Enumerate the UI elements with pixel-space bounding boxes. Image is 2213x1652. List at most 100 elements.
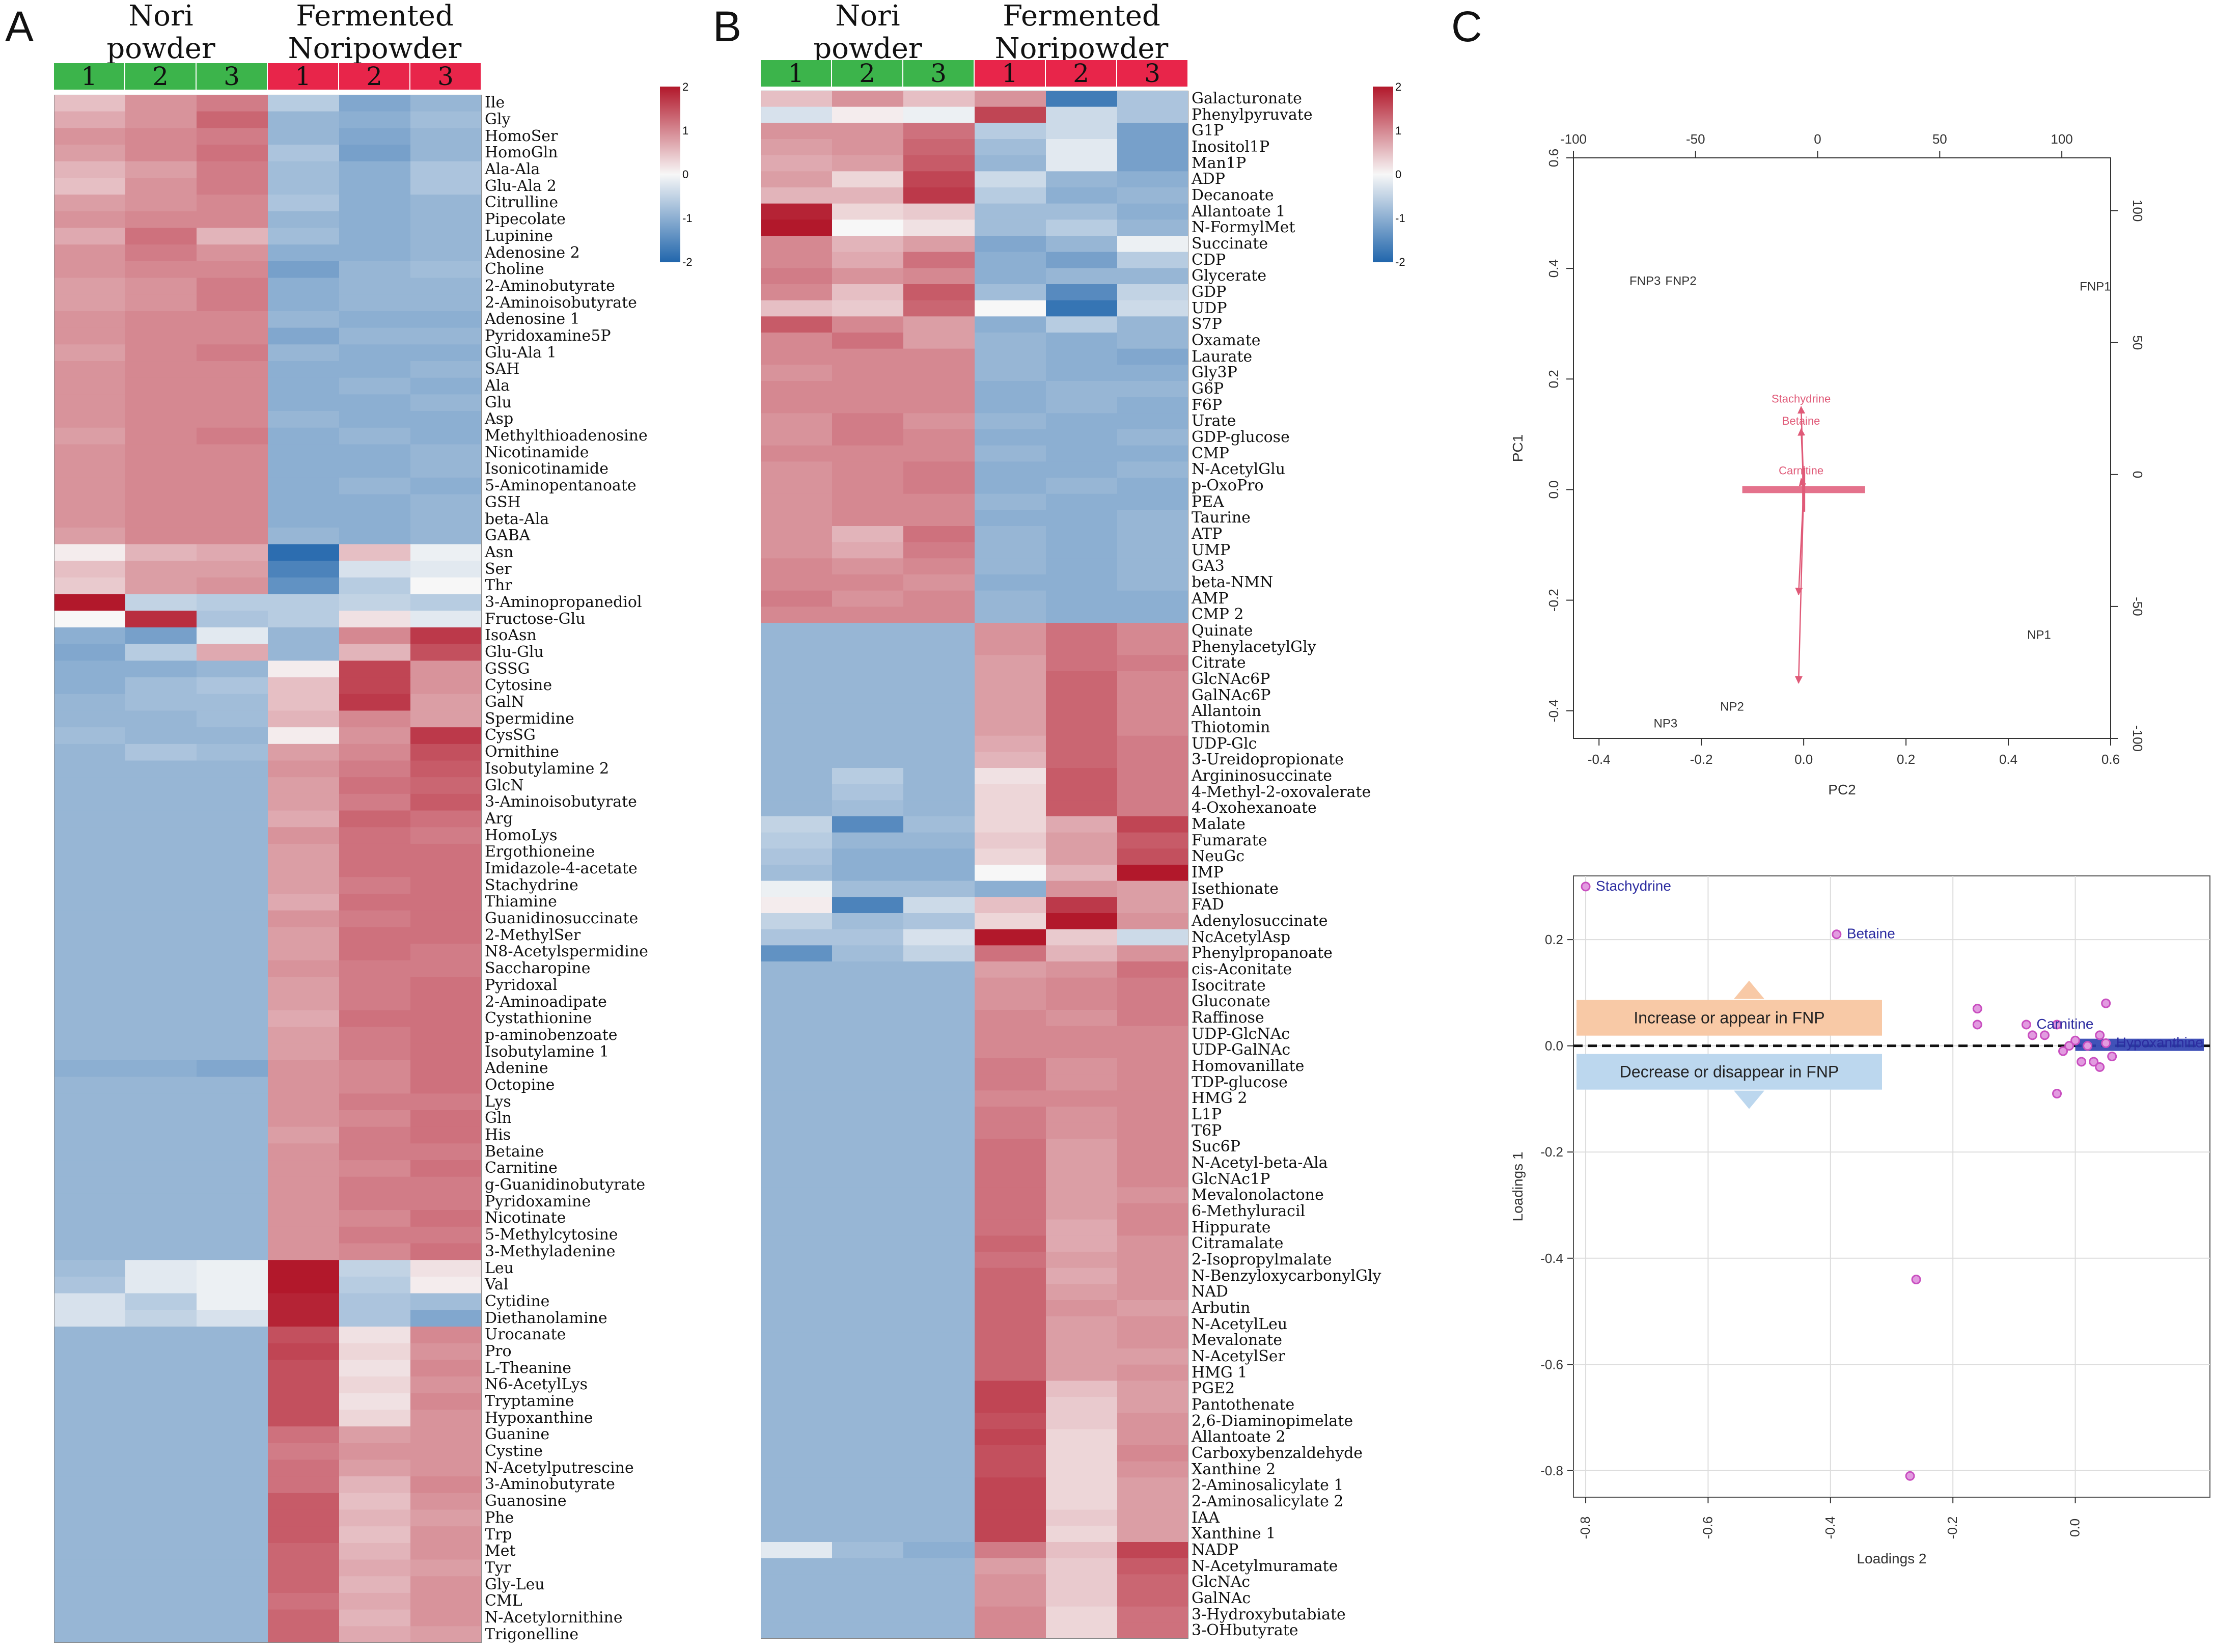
panel-a-cell (197, 710, 268, 728)
panel-b-row-label: Phenylpyruvate (1192, 105, 1313, 124)
panel-b-cell (1046, 590, 1118, 607)
panel-b-cell (1046, 735, 1118, 752)
panel-a-row-label: 5-Aminopentanoate (485, 477, 637, 495)
panel-a-row-label: Stachydrine (485, 876, 578, 894)
panel-a-cell (339, 1576, 411, 1593)
panel-a-legend-tick: 2 (682, 80, 689, 93)
panel-a-cell (268, 461, 340, 478)
panel-b-cell (1117, 1574, 1188, 1591)
panel-b-cell (1117, 1155, 1188, 1172)
panel-a-cell (410, 1176, 482, 1194)
panel-a-cell (268, 810, 340, 828)
panel-a-cell (410, 994, 482, 1011)
panel-a-cell (197, 1393, 268, 1410)
panel-a-cell (197, 111, 268, 128)
panel-b-row-label: N-Acetylmuramate (1192, 1557, 1338, 1575)
loadings-ytick-label: 0.0 (1545, 1038, 1563, 1054)
panel-a-row-label: Carnitine (485, 1159, 558, 1177)
panel-a-cell (268, 1476, 340, 1494)
panel-b-cell (1046, 1235, 1118, 1252)
panel-b-cell (1117, 203, 1188, 220)
panel-a-cell (125, 511, 197, 528)
panel-b-cell (832, 1139, 904, 1155)
panel-a-cell (125, 710, 197, 728)
panel-a-cell (339, 1226, 411, 1244)
panel-a-cell (268, 894, 340, 911)
panel-b-cell (1046, 913, 1118, 930)
panel-b-cell (1117, 945, 1188, 962)
increase-annotation-box (1576, 1000, 1882, 1036)
panel-b-cell (1117, 478, 1188, 494)
panel-a-cell (197, 827, 268, 844)
panel-b-cell (832, 1590, 904, 1607)
loadings-frame (1573, 875, 2210, 1498)
panel-b-cell (1046, 1622, 1118, 1639)
panel-a-nori-header: Nori powder (106, 0, 215, 65)
panel-a-row-label: Ser (485, 560, 512, 578)
panel-a-cell (54, 427, 126, 445)
panel-a-cell (268, 1226, 340, 1244)
panel-b-cell (903, 1155, 975, 1172)
panel-b-cell (1046, 106, 1118, 123)
panel-b-cell (761, 1107, 833, 1123)
panel-b-cell (1117, 429, 1188, 446)
panel-a-cell (125, 361, 197, 378)
panel-b-cell (903, 413, 975, 430)
panel-a-cell (410, 361, 482, 378)
panel-a-cell (268, 1260, 340, 1277)
panel-b-cell (975, 590, 1046, 607)
panel-b-cell (832, 1235, 904, 1252)
panel-b-cell (761, 284, 833, 301)
panel-b-row-label: IAA (1192, 1508, 1220, 1527)
panel-a-cell (339, 843, 411, 861)
panel-b-cell (1046, 703, 1118, 720)
panel-a-cell (125, 994, 197, 1011)
panel-a-cell (197, 278, 268, 295)
panel-b-cell (1117, 510, 1188, 527)
panel-a-cell (54, 95, 126, 112)
panel-a-cell (268, 1243, 340, 1260)
panel-b-cell (1046, 574, 1118, 591)
panel-b-cell (1046, 639, 1118, 655)
panel-a-cell (125, 1493, 197, 1510)
panel-a-legend-tick: -1 (682, 212, 693, 225)
panel-b-row-label: GlcNAc (1192, 1573, 1251, 1591)
panel-b-cell (832, 977, 904, 994)
panel-b-cell (761, 720, 833, 736)
panel-b-cell (903, 348, 975, 365)
panel-b-cell (1117, 1381, 1188, 1397)
panel-a-cell (125, 527, 197, 545)
panel-b-cell (1046, 1219, 1118, 1236)
panel-a-cell (197, 960, 268, 977)
panel-b-cell (975, 381, 1046, 398)
panel-b-cell (975, 1139, 1046, 1155)
panel-b-cell (1117, 1010, 1188, 1027)
panel-a-cell (197, 1559, 268, 1577)
panel-b-cell (903, 461, 975, 478)
panel-b-cell (832, 558, 904, 575)
panel-a-cell (410, 1559, 482, 1577)
panel-b-cell (832, 1026, 904, 1042)
panel-a-cell (339, 161, 411, 178)
panel-a-cell (197, 1010, 268, 1028)
panel-b-cell (1046, 1606, 1118, 1623)
panel-b-cell (975, 155, 1046, 172)
panel-b-cell (975, 123, 1046, 140)
panel-a-cell (125, 1592, 197, 1610)
panel-b-cell (975, 816, 1046, 833)
panel-a-cell (197, 677, 268, 695)
panel-b-cell (761, 429, 833, 446)
panel-b-cell (975, 1107, 1046, 1123)
panel-a-cell (54, 627, 126, 645)
panel-b-cell (903, 671, 975, 688)
panel-b-cell (903, 1348, 975, 1365)
panel-a-cell (197, 1360, 268, 1377)
panel-a-cell (339, 1509, 411, 1527)
loadings-point (2052, 1089, 2062, 1099)
panel-a-cell (410, 960, 482, 977)
panel-b-cell (975, 1526, 1046, 1543)
loadings-point (2101, 1038, 2111, 1048)
panel-b-cell (975, 848, 1046, 865)
panel-a-cell (125, 1077, 197, 1094)
panel-b-cell (761, 800, 833, 817)
